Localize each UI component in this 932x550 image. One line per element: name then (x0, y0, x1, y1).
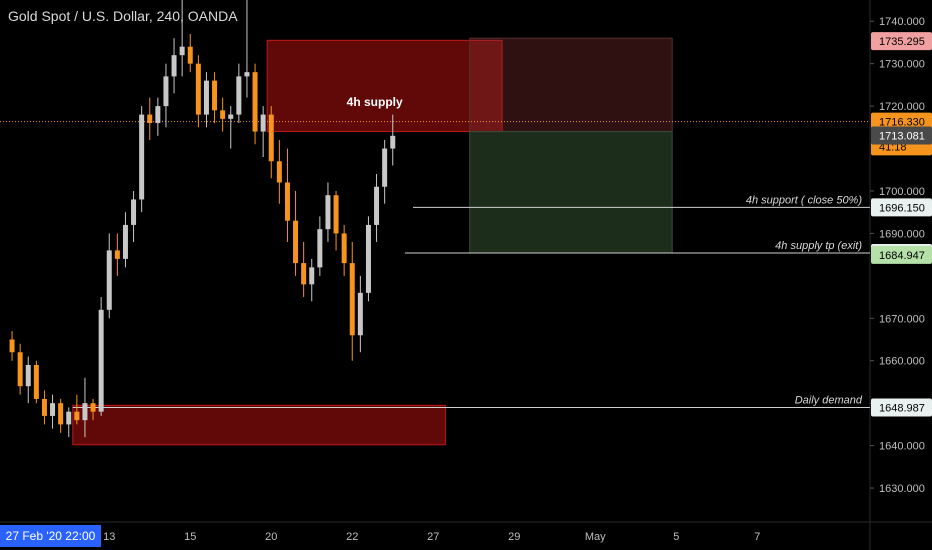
candle (333, 195, 339, 234)
x-tick-label: 13 (103, 531, 115, 543)
candle (98, 309, 104, 412)
candle (212, 80, 218, 111)
candle (365, 224, 371, 293)
candle (341, 233, 347, 264)
candle (90, 403, 96, 412)
candle (131, 199, 137, 225)
x-tick-label: 27 (427, 531, 439, 543)
price-tag-label: 1713.081 (879, 130, 925, 142)
y-tick-label: 1660.000 (879, 356, 925, 368)
candle (155, 106, 161, 124)
candle (260, 114, 266, 132)
candle (41, 398, 47, 416)
x-tick-label: 22 (346, 531, 358, 543)
candle (236, 76, 242, 115)
time-axis[interactable]: 13 15 20 22 27 29 May 5 7 (103, 531, 760, 543)
candle (374, 186, 380, 225)
price-tag (871, 32, 932, 51)
y-tick-label: 1740.000 (879, 16, 925, 28)
zone-4h-supply (266, 39, 503, 133)
candle (147, 114, 153, 124)
candle (17, 352, 23, 387)
x-tick-label: 15 (184, 531, 196, 543)
x-tick-label: 20 (265, 531, 277, 543)
price-tag (871, 198, 932, 217)
y-tick-label: 1690.000 (879, 228, 925, 240)
candle (317, 229, 323, 268)
y-tick-label: 1670.000 (879, 313, 925, 325)
price-tag (871, 112, 932, 131)
candle (33, 364, 39, 399)
candle (187, 46, 193, 64)
candle (228, 114, 234, 119)
candle (220, 110, 226, 119)
candle (66, 411, 72, 425)
zone-label: 4h supply (347, 95, 403, 109)
price-tag-label: 1735.295 (879, 36, 925, 48)
candle (276, 161, 282, 183)
candle (382, 148, 388, 187)
zone-daily-demand (72, 404, 446, 446)
horizontal-line-label: Daily demand (795, 394, 863, 406)
horizontal-line-label: 4h support ( close 50%) (746, 194, 863, 206)
candle (50, 403, 56, 416)
candle (114, 250, 120, 259)
price-tag-label: 1696.150 (879, 202, 925, 214)
candle (357, 292, 363, 336)
candle (82, 403, 88, 421)
horizontal-line-label: 4h supply tp (exit) (775, 240, 862, 252)
candle (244, 72, 250, 77)
horizontal-lines-layer: 4h support ( close 50%) 4h supply tp (exi… (0, 121, 870, 408)
price-tag-label: 1716.330 (879, 117, 925, 129)
position-tool[interactable] (469, 37, 673, 254)
zones-layer: 4h supply (72, 39, 503, 446)
candle (293, 220, 299, 264)
y-tick-label: 1630.000 (879, 483, 925, 495)
y-tick-label: 1730.000 (879, 59, 925, 71)
candle (268, 114, 274, 162)
candle (179, 46, 185, 56)
chart-title: Gold Spot / U.S. Dollar, 240, OANDA (8, 8, 238, 24)
price-tags: 1735.2951716.33041:181713.0811696.150168… (871, 32, 932, 417)
crosshair-date-label: 27 Feb '20 22:00 (0, 525, 101, 547)
candle (309, 267, 315, 285)
candles-layer (9, 0, 396, 438)
candle (301, 263, 307, 285)
price-tag-label: 1648.987 (879, 402, 925, 414)
stop-zone (469, 37, 673, 133)
x-tick-label: 5 (673, 531, 679, 543)
price-tag (871, 126, 932, 145)
price-tag-label: 1684.947 (879, 250, 925, 262)
candle (74, 411, 80, 421)
candle (25, 364, 31, 387)
candle (58, 403, 64, 425)
candle (195, 63, 201, 115)
candle (349, 263, 355, 336)
y-tick-label: 1720.000 (879, 101, 925, 113)
candle (139, 114, 145, 200)
x-tick-label: 7 (754, 531, 760, 543)
candle (106, 250, 112, 310)
price-tag (871, 245, 932, 264)
candle (203, 80, 209, 115)
y-tick-label: 1640.000 (879, 441, 925, 453)
y-tick-label: 1700.000 (879, 186, 925, 198)
candle (122, 224, 128, 259)
price-tag (871, 398, 932, 417)
candle (252, 72, 258, 132)
candle (171, 55, 177, 77)
target-zone (469, 131, 673, 254)
candle (9, 339, 15, 353)
x-tick-label: May (585, 531, 606, 543)
candle (325, 195, 331, 230)
x-tick-label: 29 (508, 531, 520, 543)
candle (163, 76, 169, 107)
candle (390, 135, 396, 149)
candle (284, 182, 290, 221)
